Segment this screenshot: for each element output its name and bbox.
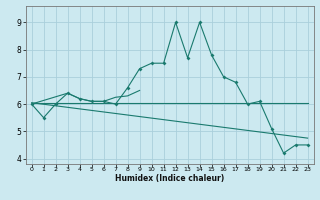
X-axis label: Humidex (Indice chaleur): Humidex (Indice chaleur) xyxy=(115,174,224,183)
